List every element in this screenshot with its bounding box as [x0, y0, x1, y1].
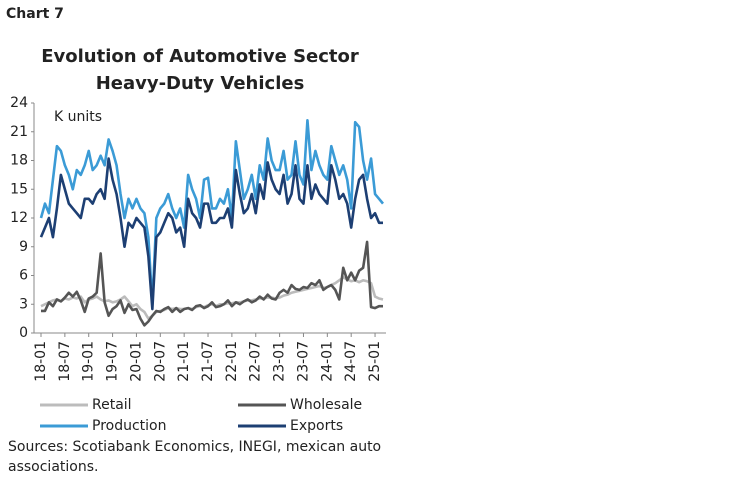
y-tick-label: 24	[10, 95, 28, 111]
x-tick-label: 24-07	[343, 341, 359, 382]
x-tick-label: 20-07	[152, 341, 168, 382]
y-tick-label: 9	[19, 239, 28, 255]
x-tick-label: 23-07	[295, 341, 311, 382]
x-tick-label: 23-01	[272, 341, 288, 382]
x-tick-label: 21-01	[176, 341, 192, 382]
source-note: Sources: Scotiabank Economics, INEGI, me…	[8, 439, 382, 475]
legend-label: Retail	[92, 397, 132, 413]
x-tick-label: 19-01	[81, 341, 97, 382]
x-tick-label: 24-01	[319, 341, 335, 382]
y-tick-label: 15	[10, 181, 28, 197]
x-tick-label: 22-07	[248, 341, 264, 382]
chart-label: Chart 7	[6, 6, 64, 22]
series-line	[39, 157, 383, 311]
series-line	[41, 240, 383, 327]
y-tick-label: 21	[10, 124, 28, 140]
legend-label: Exports	[290, 418, 343, 434]
y-tick-label: 3	[19, 296, 28, 312]
x-tick-label: 18-07	[57, 341, 73, 382]
x-tick-label: 21-07	[200, 341, 216, 382]
legend-label: Wholesale	[290, 397, 362, 413]
y-tick-label: 18	[10, 153, 28, 169]
series-line	[39, 118, 385, 306]
chart-title: Evolution of Automotive Sector	[41, 46, 359, 67]
y-tick-label: 12	[10, 210, 28, 226]
x-tick-label: 22-01	[224, 341, 240, 382]
y-tick-label: 0	[19, 325, 28, 341]
x-tick-label: 20-01	[128, 341, 144, 382]
chart-title: Heavy-Duty Vehicles	[96, 73, 305, 94]
y-tick-label: 6	[19, 268, 28, 284]
x-tick-label: 25-01	[367, 341, 383, 382]
legend-label: Production	[92, 418, 166, 434]
x-tick-label: 19-07	[105, 341, 121, 382]
x-tick-label: 18-01	[33, 341, 49, 382]
unit-annotation: K units	[54, 109, 102, 125]
